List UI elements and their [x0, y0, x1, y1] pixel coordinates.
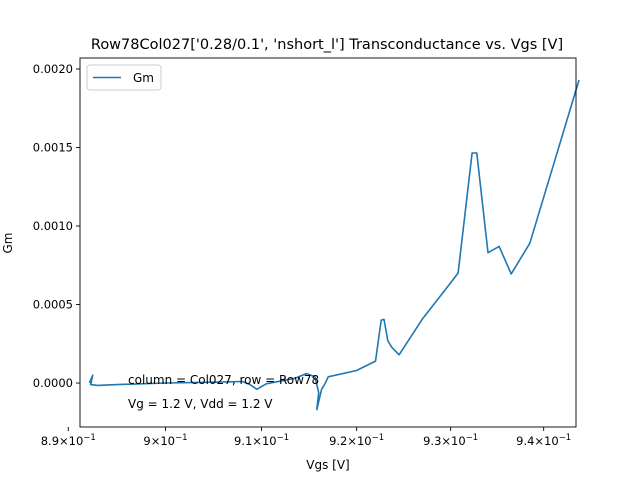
x-tick-label-5: 9.4×10−1 — [516, 433, 571, 448]
x-tick-label-2: 9.1×10−1 — [234, 433, 289, 448]
plot-area — [88, 79, 580, 411]
x-axis: 8.9×10−1 9×10−1 9.1×10−1 9.2×10−1 9.3×10−1 9.… — [41, 427, 571, 448]
legend-label-gm: Gm — [133, 71, 154, 85]
y-tick-label-1: 0.0005 — [33, 298, 73, 312]
y-tick-label-4: 0.0020 — [33, 62, 73, 76]
y-tick-label-0: 0.0000 — [33, 376, 73, 390]
legend: Gm — [86, 64, 162, 91]
y-tick-label-2: 0.0010 — [33, 219, 73, 233]
annotation-voltages: Vg = 1.2 V, Vdd = 1.2 V — [128, 397, 273, 411]
chart-title: Row78Col027['0.28/0.1', 'nshort_l'] Tran… — [91, 37, 563, 53]
y-tick-label-3: 0.0015 — [33, 141, 73, 155]
x-tick-label-0: 8.9×10−1 — [41, 433, 96, 448]
legend-box — [86, 64, 162, 91]
plot-frame — [79, 57, 577, 428]
x-tick-label-4: 9.3×10−1 — [423, 433, 478, 448]
y-axis-label: Gm — [1, 233, 15, 254]
x-tick-label-3: 9.2×10−1 — [329, 433, 384, 448]
y-axis: 0.0000 0.0005 0.0010 0.0015 0.0020 — [33, 62, 80, 390]
annotation-location: column = Col027, row = Row78 — [128, 373, 319, 387]
x-axis-label: Vgs [V] — [306, 458, 349, 472]
series-line-gm — [88, 79, 580, 411]
